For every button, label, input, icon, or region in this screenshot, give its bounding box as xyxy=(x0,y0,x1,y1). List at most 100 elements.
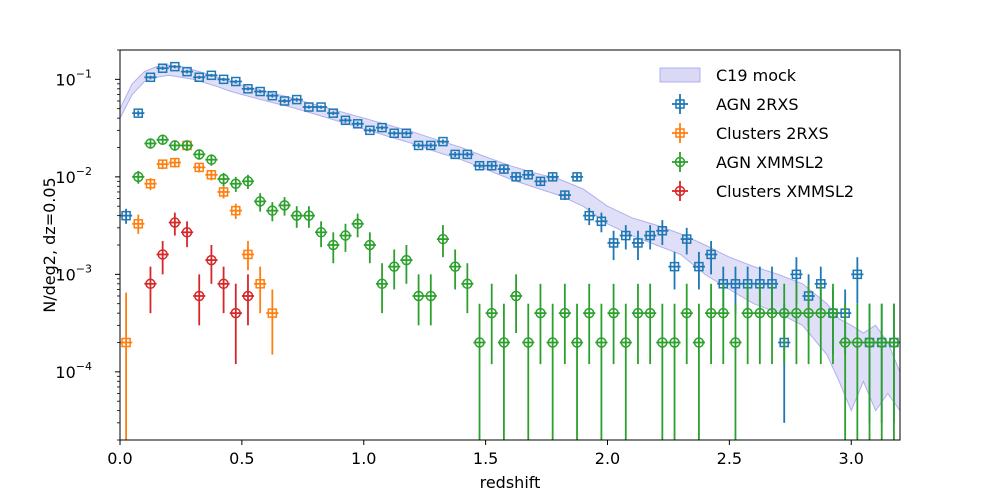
data-point xyxy=(351,119,364,129)
marker-circle xyxy=(230,178,242,189)
x-tick-label: 0.0 xyxy=(107,449,132,468)
data-point xyxy=(241,274,255,326)
marker-circle xyxy=(498,337,510,348)
data-point xyxy=(290,206,303,228)
data-point xyxy=(339,223,352,252)
data-point xyxy=(156,134,169,146)
legend-item: Clusters XMMSL2 xyxy=(672,181,854,201)
marker-square xyxy=(462,149,473,160)
data-point xyxy=(619,225,632,250)
marker-square xyxy=(133,219,144,229)
y-axis: 10−1 10−2 10−3 10−4 xyxy=(55,49,120,441)
marker-square xyxy=(170,61,180,72)
data-point xyxy=(193,72,206,83)
y-tick-label: 10−2 xyxy=(55,165,92,187)
marker-circle xyxy=(352,218,363,230)
data-point xyxy=(180,221,194,248)
marker-square xyxy=(413,140,424,151)
data-point xyxy=(400,128,413,139)
marker-square xyxy=(279,96,290,106)
marker-square xyxy=(352,119,363,129)
marker-circle xyxy=(193,149,205,160)
data-point xyxy=(729,303,742,440)
marker-square xyxy=(621,230,631,241)
marker-circle xyxy=(766,307,778,319)
data-point xyxy=(595,212,608,233)
marker-circle xyxy=(864,337,875,348)
legend-label: AGN XMMSL2 xyxy=(716,153,824,172)
data-point xyxy=(449,149,462,160)
marker-square xyxy=(401,128,412,139)
data-point xyxy=(229,176,242,192)
marker-circle xyxy=(778,307,790,319)
marker-circle xyxy=(730,337,741,348)
marker-circle xyxy=(145,278,156,290)
marker-circle xyxy=(230,307,242,319)
data-point xyxy=(180,66,194,77)
data-point xyxy=(278,96,291,106)
marker-square xyxy=(170,157,180,168)
data-point xyxy=(607,230,620,261)
series-clusters-2rxs xyxy=(120,140,279,440)
marker-circle xyxy=(559,307,571,319)
marker-circle xyxy=(291,210,302,221)
marker-circle xyxy=(693,337,705,348)
marker-square xyxy=(121,210,131,221)
legend-item: Clusters 2RXS xyxy=(672,123,829,143)
y-tick-label: 10−4 xyxy=(55,360,92,382)
data-point xyxy=(278,197,291,216)
data-point xyxy=(339,115,352,126)
data-point xyxy=(144,266,157,314)
marker-circle xyxy=(803,307,814,319)
marker-square xyxy=(218,187,229,197)
marker-circle xyxy=(523,337,534,348)
data-point xyxy=(327,108,340,118)
data-point xyxy=(144,178,157,191)
data-point xyxy=(705,283,718,365)
data-point xyxy=(168,61,181,72)
marker-circle xyxy=(742,307,753,319)
data-point xyxy=(741,283,754,365)
data-point xyxy=(570,172,584,182)
data-point xyxy=(814,283,827,365)
marker-circle xyxy=(449,261,461,272)
data-point xyxy=(644,283,657,365)
marker-circle xyxy=(839,337,851,348)
series-agn-xmmsl2 xyxy=(132,134,900,440)
series-agn-2rxs xyxy=(120,61,900,423)
marker-square xyxy=(231,76,241,87)
marker-circle xyxy=(157,249,168,260)
marker-circle xyxy=(669,337,680,348)
marker-square xyxy=(365,125,375,136)
data-point xyxy=(485,160,498,171)
marker-square xyxy=(645,230,655,241)
data-point xyxy=(497,303,510,440)
marker-circle xyxy=(608,307,619,319)
marker-square xyxy=(426,140,436,151)
data-point xyxy=(790,283,803,365)
data-point xyxy=(205,70,218,81)
data-point xyxy=(412,274,425,326)
data-point xyxy=(497,164,510,174)
marker-circle xyxy=(218,278,229,290)
data-point xyxy=(692,251,705,290)
marker-square xyxy=(584,210,594,221)
data-point xyxy=(558,190,571,200)
data-point xyxy=(826,283,840,365)
data-point xyxy=(120,208,133,224)
data-point xyxy=(887,303,900,440)
data-point xyxy=(193,162,206,173)
marker-square xyxy=(243,249,253,260)
marker-circle xyxy=(754,307,766,319)
marker-circle xyxy=(474,337,485,348)
data-point xyxy=(254,86,267,97)
data-point xyxy=(241,174,255,190)
data-point xyxy=(461,263,474,314)
marker-square xyxy=(389,128,399,139)
marker-circle xyxy=(279,200,290,211)
data-point xyxy=(217,172,230,187)
data-point xyxy=(327,232,340,264)
marker-circle xyxy=(888,337,900,348)
marker-circle xyxy=(644,307,656,319)
